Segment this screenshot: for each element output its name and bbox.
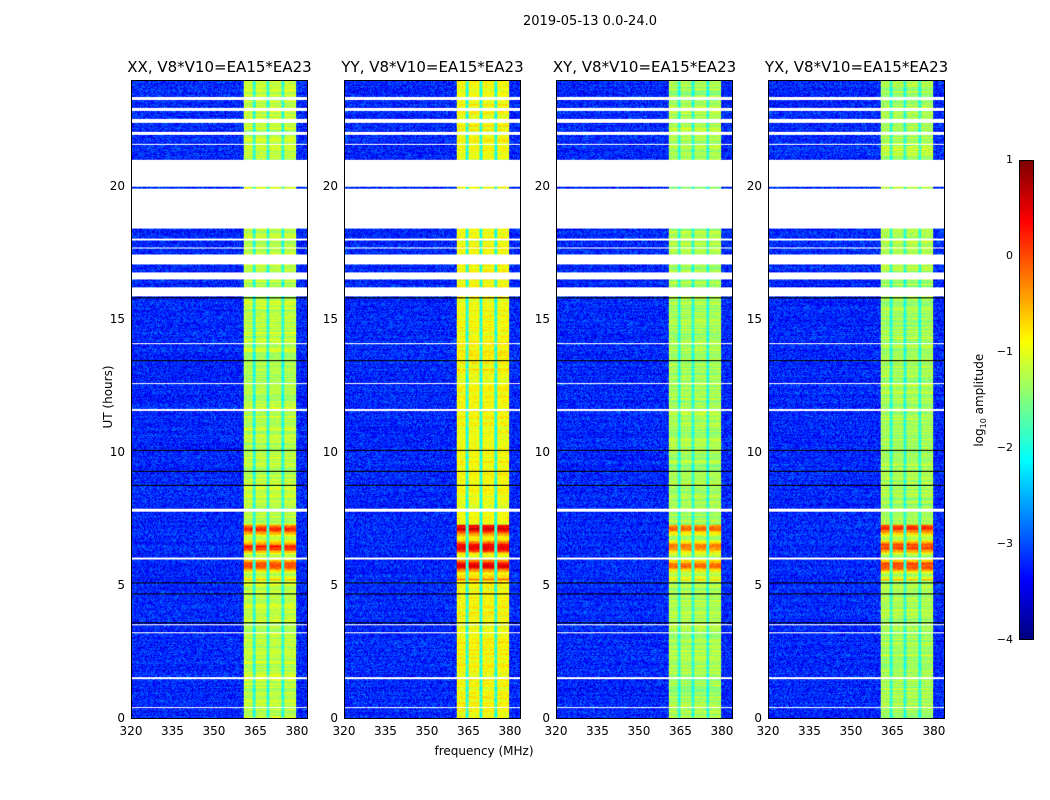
colorbar-tick-label: −1	[996, 345, 1013, 358]
spectrogram-heatmap	[768, 80, 945, 719]
x-tick-label: 320	[756, 724, 780, 738]
x-tick-label: 350	[202, 724, 226, 738]
panel-title: YY, V8*V10=EA15*EA23	[341, 58, 524, 76]
y-tick-label: 10	[109, 444, 125, 459]
panel-1: YY, V8*V10=EA15*EA23	[341, 58, 524, 719]
x-axis-label: frequency (MHz)	[434, 744, 534, 758]
x-tick-label: 380	[285, 724, 309, 738]
x-tick-label: 320	[119, 724, 143, 738]
figure-title: 2019-05-13 0.0-24.0	[523, 14, 657, 29]
panel-0: XX, V8*V10=EA15*EA23	[127, 58, 312, 719]
y-tick-label: 15	[534, 311, 550, 326]
x-tick-label: 365	[457, 724, 480, 738]
y-tick-label: 15	[109, 311, 125, 326]
colorbar	[1019, 160, 1034, 640]
x-tick-label: 365	[881, 724, 904, 738]
panel-3: YX, V8*V10=EA15*EA23	[765, 58, 948, 719]
colorbar-tick-label: 0	[1006, 249, 1013, 262]
x-tick-label: 320	[544, 724, 568, 738]
y-tick-label: 5	[754, 577, 762, 592]
y-tick-label: 10	[322, 444, 338, 459]
x-tick-label: 350	[839, 724, 863, 738]
y-tick-label: 10	[746, 444, 762, 459]
y-axis-label: UT (hours)	[101, 365, 115, 429]
y-tick-label: 5	[542, 577, 550, 592]
x-tick-label: 365	[244, 724, 267, 738]
panel-title: YX, V8*V10=EA15*EA23	[764, 58, 949, 76]
spectrogram-heatmap	[556, 80, 733, 719]
y-tick-label: 0	[542, 711, 550, 725]
colorbar-tick-label: −3	[996, 537, 1013, 550]
y-tick-label: 20	[746, 178, 762, 193]
spectrogram-heatmap	[344, 80, 521, 719]
x-tick-label: 335	[161, 724, 184, 738]
y-tick-label: 0	[117, 711, 125, 725]
panel-title: XY, V8*V10=EA15*EA23	[552, 58, 737, 76]
y-tick-label: 0	[330, 711, 338, 725]
y-tick-label: 0	[754, 711, 762, 725]
y-tick-label: 5	[117, 577, 125, 592]
x-tick-label: 365	[669, 724, 692, 738]
y-tick-label: 10	[534, 444, 550, 459]
x-tick-label: 320	[332, 724, 356, 738]
y-tick-label: 20	[534, 178, 550, 193]
x-tick-label: 335	[798, 724, 821, 738]
x-tick-label: 380	[710, 724, 734, 738]
panel-2: XY, V8*V10=EA15*EA23	[553, 58, 736, 719]
x-tick-label: 335	[586, 724, 609, 738]
y-tick-label: 20	[109, 178, 125, 193]
colorbar-tick-label: −2	[996, 441, 1013, 454]
x-tick-label: 380	[498, 724, 522, 738]
spectrogram-heatmap	[131, 80, 308, 719]
panel-title: XX, V8*V10=EA15*EA23	[127, 58, 312, 76]
y-tick-label: 15	[322, 311, 338, 326]
x-tick-label: 335	[374, 724, 397, 738]
y-tick-label: 20	[322, 178, 338, 193]
x-tick-label: 350	[415, 724, 439, 738]
y-tick-label: 15	[746, 311, 762, 326]
colorbar-tick-label: 1	[1006, 153, 1013, 166]
y-tick-label: 5	[330, 577, 338, 592]
colorbar-tick-label: −4	[996, 633, 1013, 646]
colorbar-label: log10 amplitude	[971, 353, 989, 447]
x-tick-label: 350	[627, 724, 651, 738]
x-tick-label: 380	[922, 724, 946, 738]
